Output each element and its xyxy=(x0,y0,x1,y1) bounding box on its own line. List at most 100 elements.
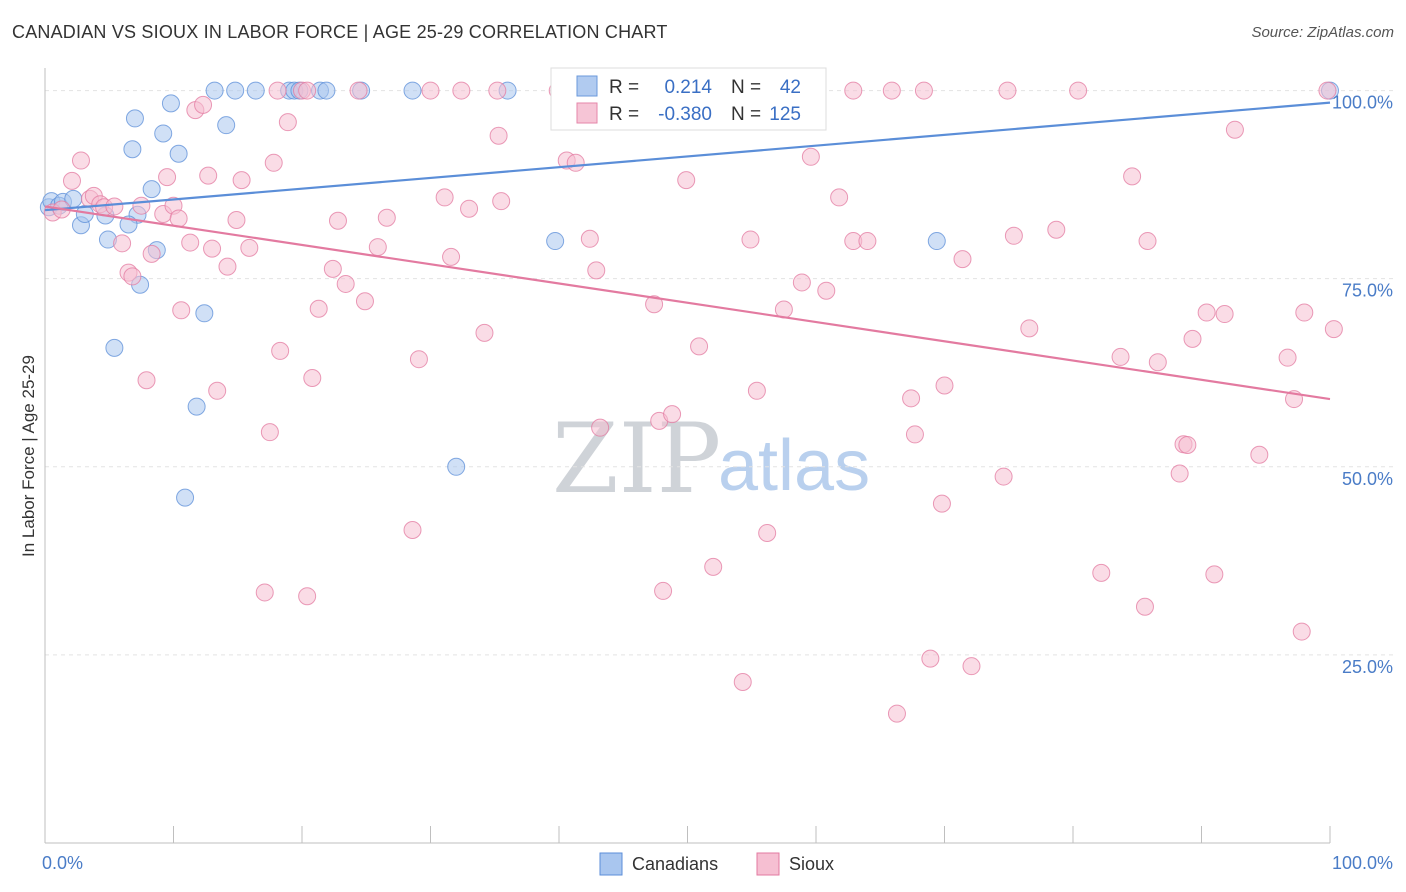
point-sioux-92 xyxy=(1092,563,1111,582)
point-canadians-13 xyxy=(123,140,142,159)
stats-r-sioux: -0.380 xyxy=(658,104,712,125)
source-credit: Source: ZipAtlas.com xyxy=(1251,24,1394,41)
point-sioux-51 xyxy=(460,199,479,218)
point-sioux-9 xyxy=(113,234,132,253)
point-sioux-112 xyxy=(1318,81,1337,100)
point-sioux-74 xyxy=(817,281,836,300)
point-canadians-15 xyxy=(142,180,161,199)
point-sioux-121 xyxy=(298,81,317,100)
point-sioux-41 xyxy=(336,274,355,293)
point-sioux-13 xyxy=(137,371,156,390)
point-sioux-91 xyxy=(1069,81,1088,100)
stats-r-label-sioux: R = xyxy=(609,104,639,125)
point-sioux-84 xyxy=(935,376,954,395)
trend-line-canadians xyxy=(44,101,1331,212)
stats-r-canadians: 0.214 xyxy=(664,77,712,98)
point-sioux-38 xyxy=(309,299,328,318)
point-sioux-32 xyxy=(264,153,283,172)
stats-n-canadians: 42 xyxy=(780,77,801,98)
point-sioux-19 xyxy=(172,301,191,320)
point-sioux-57 xyxy=(566,153,585,172)
point-sioux-70 xyxy=(758,524,777,542)
point-sioux-23 xyxy=(199,166,218,185)
point-sioux-65 xyxy=(690,337,709,356)
x-tick-label-max: 100.0% xyxy=(1332,853,1393,873)
point-canadians-40 xyxy=(927,232,946,251)
axes xyxy=(44,68,1331,844)
point-sioux-105 xyxy=(1225,120,1244,139)
point-canadians-23 xyxy=(205,81,224,100)
point-sioux-39 xyxy=(323,259,342,278)
y-tick-label-0: 100.0% xyxy=(1332,93,1393,113)
point-sioux-110 xyxy=(1295,303,1314,322)
point-sioux-20 xyxy=(181,233,200,252)
point-sioux-103 xyxy=(1205,565,1224,584)
stats-n-label-sioux: N = xyxy=(731,104,761,125)
point-sioux-37 xyxy=(303,369,322,387)
point-sioux-86 xyxy=(962,657,981,676)
point-sioux-69 xyxy=(747,381,766,400)
point-sioux-98 xyxy=(1170,464,1189,483)
point-sioux-52 xyxy=(475,323,494,342)
point-sioux-28 xyxy=(232,171,251,190)
legend-label-sioux: Sioux xyxy=(789,854,834,874)
legend-label-canadians: Canadians xyxy=(632,854,718,874)
point-canadians-25 xyxy=(226,81,245,100)
point-sioux-119 xyxy=(998,81,1017,100)
point-sioux-53 xyxy=(488,81,507,100)
point-sioux-50 xyxy=(452,81,471,100)
point-sioux-101 xyxy=(1183,329,1202,348)
point-sioux-55 xyxy=(492,192,511,211)
point-sioux-11 xyxy=(123,267,142,286)
point-canadians-21 xyxy=(187,397,206,416)
point-sioux-97 xyxy=(1148,353,1167,372)
point-sioux-34 xyxy=(278,113,297,132)
point-sioux-64 xyxy=(677,171,696,190)
trend-line-sioux xyxy=(44,205,1331,401)
point-sioux-26 xyxy=(218,257,237,276)
point-sioux-82 xyxy=(921,649,940,668)
point-sioux-81 xyxy=(914,81,933,100)
y-tick-labels: 100.0% 75.0% 50.0% 25.0% xyxy=(1332,93,1393,677)
point-sioux-29 xyxy=(240,238,259,257)
watermark-atlas: atlas xyxy=(718,426,870,506)
point-sioux-107 xyxy=(1278,348,1297,367)
point-sioux-93 xyxy=(1111,347,1130,366)
point-sioux-59 xyxy=(587,261,606,280)
point-sioux-102 xyxy=(1197,303,1216,322)
point-canadians-20 xyxy=(176,488,195,507)
point-sioux-31 xyxy=(260,423,279,442)
point-sioux-83 xyxy=(932,494,951,513)
point-sioux-18 xyxy=(169,209,188,228)
point-sioux-100 xyxy=(1178,435,1197,454)
point-sioux-104 xyxy=(1215,305,1234,324)
point-sioux-24 xyxy=(203,239,222,258)
point-canadians-24 xyxy=(217,116,236,135)
point-sioux-40 xyxy=(328,211,347,230)
point-sioux-72 xyxy=(792,273,811,292)
point-sioux-2 xyxy=(62,171,81,190)
point-sioux-89 xyxy=(1020,319,1039,338)
y-axis-title: In Labor Force | Age 25-29 xyxy=(19,355,38,557)
stats-swatch-sioux xyxy=(576,102,598,124)
point-sioux-61 xyxy=(645,295,664,314)
point-sioux-36 xyxy=(298,587,317,606)
y-tick-label-1: 75.0% xyxy=(1342,281,1393,301)
point-sioux-63 xyxy=(663,405,682,424)
point-sioux-77 xyxy=(858,232,877,251)
point-sioux-48 xyxy=(435,188,454,207)
point-sioux-60 xyxy=(591,418,610,437)
point-sioux-96 xyxy=(1138,232,1157,251)
point-sioux-8 xyxy=(105,197,124,216)
point-sioux-124 xyxy=(654,581,673,600)
point-canadians-34 xyxy=(447,457,466,476)
point-canadians-33 xyxy=(403,81,422,100)
y-tick-label-3: 25.0% xyxy=(1342,657,1393,677)
legend: Canadians Sioux xyxy=(599,852,834,876)
point-sioux-95 xyxy=(1135,597,1154,616)
point-sioux-111 xyxy=(1324,320,1343,339)
point-canadians-36 xyxy=(546,232,565,251)
point-sioux-49 xyxy=(442,247,461,266)
point-sioux-94 xyxy=(1123,167,1142,186)
